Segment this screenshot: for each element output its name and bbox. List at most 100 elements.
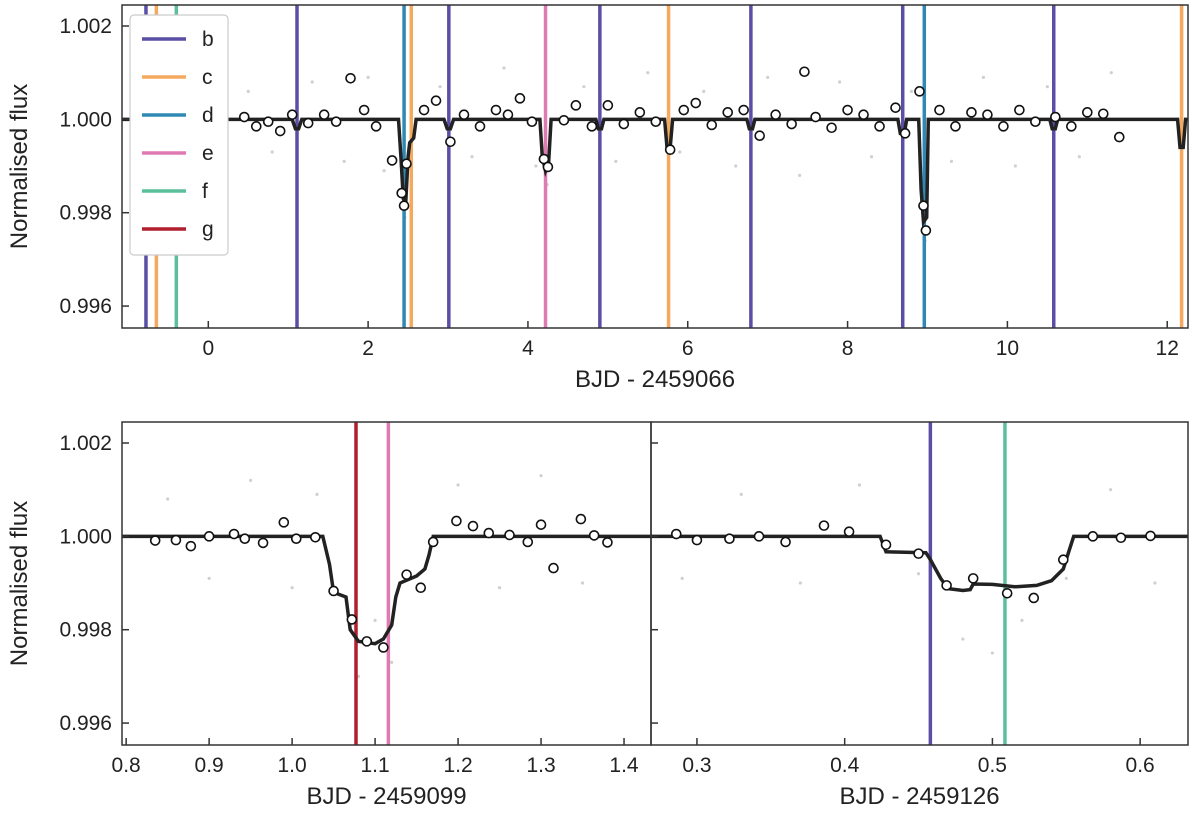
raw-point (739, 492, 743, 496)
binned-point (602, 100, 614, 111)
raw-point (207, 576, 211, 580)
binned-point (427, 536, 439, 548)
raw-point (497, 586, 502, 590)
raw-point (1153, 581, 1157, 585)
binned-point (274, 125, 286, 137)
binned-point (770, 109, 781, 120)
raw-point (342, 159, 346, 163)
plot-area (122, 5, 1188, 328)
raw-point (646, 71, 650, 75)
binned-point (396, 187, 407, 199)
binned-point (858, 109, 869, 120)
binned-point (1113, 131, 1125, 143)
raw-point (916, 572, 921, 576)
raw-point (310, 80, 314, 84)
raw-point (166, 497, 170, 501)
binned-point (706, 119, 718, 131)
raw-point (390, 660, 394, 664)
binned-point (1028, 592, 1040, 604)
raw-point (470, 155, 474, 159)
binned-point (690, 97, 702, 109)
binned-point (302, 117, 314, 129)
raw-point (857, 483, 862, 487)
raw-point (798, 581, 802, 585)
binned-point (262, 116, 274, 127)
binned-point (738, 104, 750, 116)
binned-point (504, 529, 515, 541)
binned-point (1097, 108, 1109, 120)
x-tick-label: 1.0 (278, 754, 307, 777)
binned-point (170, 534, 182, 546)
binned-point (874, 121, 885, 132)
binned-point (918, 200, 929, 212)
x-tick-label: 12 (1156, 337, 1179, 360)
legend-label: d (202, 104, 214, 127)
raw-point (949, 159, 954, 163)
binned-point (286, 109, 298, 120)
binned-point (401, 158, 412, 169)
legend-box (129, 14, 229, 256)
x-axis-label: BJD - 2459066 (575, 366, 735, 393)
raw-point (1108, 488, 1113, 492)
x-tick-label: 0.8 (112, 754, 141, 777)
binned-point (934, 104, 945, 116)
raw-point (1109, 71, 1113, 75)
binned-point (310, 531, 321, 543)
binned-point (575, 513, 587, 525)
binned-point (1030, 116, 1041, 127)
binned-point (149, 535, 161, 546)
raw-point (534, 164, 538, 168)
raw-point (734, 164, 738, 168)
x-tick-label: 0.4 (830, 754, 860, 777)
binned-point (899, 128, 911, 139)
x-tick-label: 1.2 (443, 754, 472, 777)
binned-point (522, 536, 534, 548)
x-tick-label: 8 (842, 337, 854, 360)
binned-point (618, 118, 630, 130)
x-tick-label: 0.6 (1126, 754, 1155, 777)
legend-label: b (202, 28, 214, 51)
y-tick-label: 1.000 (59, 108, 112, 131)
binned-point (1066, 121, 1077, 132)
x-tick-label: 1.1 (360, 754, 389, 777)
panel: 0 2 4 6 8 10 12 0.996 0.998 1.000 1.002 BJD - 24590… (6, 4, 1189, 393)
y-tick-label: 1.002 (59, 15, 112, 38)
binned-point (203, 531, 215, 542)
model-curve (651, 534, 1188, 593)
raw-point (270, 150, 274, 154)
binned-point (786, 118, 797, 130)
raw-point (582, 85, 586, 89)
raw-point (909, 89, 914, 93)
binned-point (724, 533, 735, 544)
binned-point (664, 144, 676, 155)
raw-point (366, 75, 370, 79)
raw-point (798, 173, 802, 177)
raw-point (315, 492, 319, 496)
raw-point (837, 80, 842, 84)
axes-frame (121, 4, 1189, 329)
raw-point (766, 75, 770, 79)
x-tick-label: 1.3 (526, 754, 555, 777)
y-tick-label: 1.000 (59, 525, 112, 548)
x-tick-label: 1.4 (609, 754, 639, 777)
y-tick-label: 0.996 (59, 712, 112, 735)
binned-point (228, 528, 240, 540)
binned-point (799, 66, 810, 78)
binned-point (451, 515, 462, 527)
x-tick-label: 0.5 (978, 754, 1007, 777)
raw-point (981, 75, 986, 79)
binned-point (458, 109, 470, 120)
y-tick-label: 0.996 (59, 295, 112, 318)
binned-point (1082, 107, 1093, 118)
binned-point (602, 537, 613, 548)
binned-point (290, 533, 302, 544)
model-curve (122, 534, 651, 646)
x-tick-label: 0 (202, 337, 214, 360)
binned-point (1087, 531, 1099, 542)
raw-point (1064, 576, 1068, 580)
binned-point (398, 200, 410, 212)
binned-point (650, 116, 662, 127)
binned-point (361, 636, 373, 647)
binned-point (535, 519, 547, 530)
